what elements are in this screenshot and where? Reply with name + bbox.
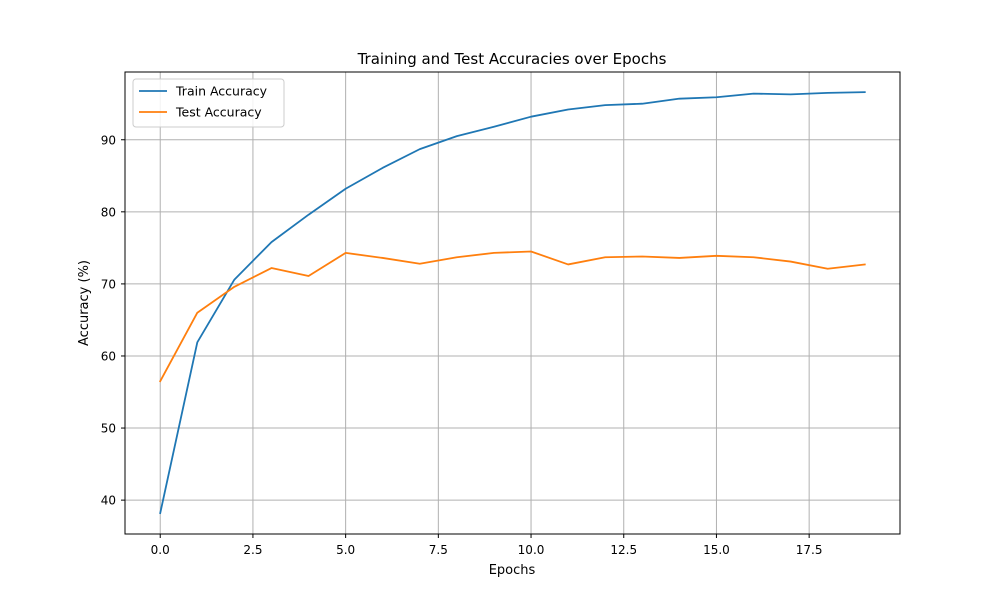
train-accuracy-line (159, 91, 866, 515)
x-tick-label: 10.0 (518, 543, 545, 557)
y-axis-ticks: 40 50 60 70 80 90 (101, 133, 125, 508)
x-tick-label: 12.5 (610, 543, 637, 557)
y-tick-label: 80 (101, 205, 116, 219)
x-axis-ticks: 0.0 2.5 5.0 7.5 10.0 12.5 15.0 17.5 (151, 534, 823, 557)
grid-lines (125, 72, 900, 534)
x-tick-label: 7.5 (429, 543, 448, 557)
x-tick-label: 17.5 (796, 543, 823, 557)
x-tick-label: 0.0 (151, 543, 170, 557)
legend-box (132, 78, 285, 128)
chart-title: Training and Test Accuracies over Epochs (357, 50, 667, 68)
y-tick-label: 40 (101, 494, 116, 508)
y-tick-label: 60 (101, 349, 116, 363)
x-tick-label: 5.0 (336, 543, 355, 557)
y-axis-label: Accuracy (%) (77, 260, 92, 346)
x-tick-label: 15.0 (703, 543, 730, 557)
legend-label: Test Accuracy (175, 105, 262, 120)
plot-frame (124, 71, 901, 535)
series-lines (159, 91, 866, 515)
y-tick-label: 50 (101, 422, 116, 436)
y-tick-label: 70 (101, 277, 116, 291)
test-accuracy-line (159, 250, 866, 383)
x-axis-label: Epochs (489, 563, 536, 578)
x-tick-label: 2.5 (243, 543, 262, 557)
y-tick-label: 90 (101, 133, 116, 147)
legend: Train Accuracy Test Accuracy (132, 78, 285, 128)
legend-label: Train Accuracy (175, 84, 268, 99)
